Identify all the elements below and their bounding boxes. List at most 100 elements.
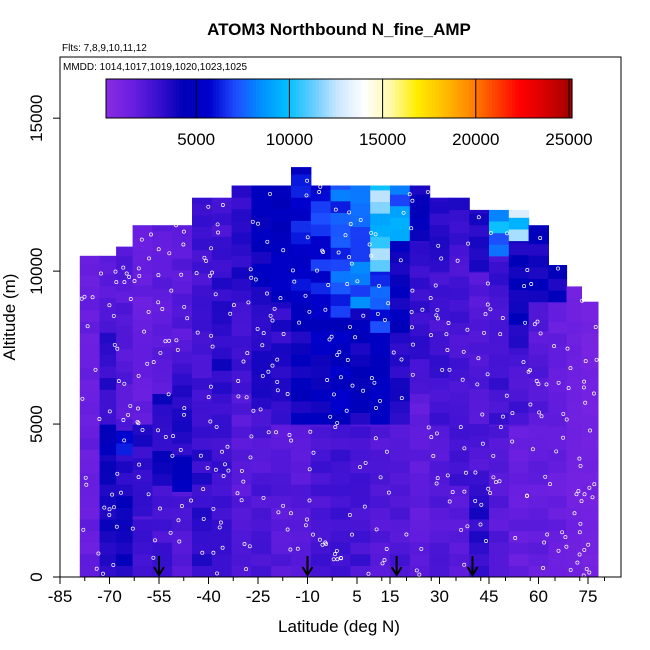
sample-point xyxy=(435,316,440,321)
heatmap-cell xyxy=(508,209,530,218)
sample-point xyxy=(399,357,404,362)
sample-point xyxy=(505,231,510,236)
heatmap-cell xyxy=(330,185,351,190)
heatmap-cell xyxy=(231,197,252,210)
sample-point xyxy=(297,320,302,325)
sample-point xyxy=(446,321,451,325)
sample-point xyxy=(576,489,581,494)
heatmap-cell xyxy=(548,379,568,392)
sample-point xyxy=(181,229,186,234)
heatmap-cell xyxy=(350,518,371,532)
heatmap-cell xyxy=(132,365,153,379)
heatmap-cell xyxy=(409,254,431,267)
heatmap-cell xyxy=(251,315,272,328)
sample-point xyxy=(455,258,460,263)
heatmap-cell xyxy=(581,449,599,462)
heatmap-cell xyxy=(528,377,549,390)
heatmap-cell xyxy=(172,431,193,444)
sample-point xyxy=(378,475,383,480)
heatmap-cell xyxy=(429,530,450,543)
heatmap-cell xyxy=(211,530,233,543)
heatmap-cell xyxy=(251,251,272,264)
heatmap-cell xyxy=(449,553,470,566)
heatmap-cell xyxy=(231,220,252,233)
y-tick-label: 10000 xyxy=(27,247,46,294)
heatmap-cell xyxy=(449,255,470,265)
heatmap-cell xyxy=(469,518,490,532)
heatmap-cell xyxy=(79,437,101,450)
heatmap-cell xyxy=(350,437,371,450)
heatmap-cell xyxy=(330,377,351,390)
heatmap-cell xyxy=(79,484,101,497)
heatmap-cell xyxy=(291,495,312,508)
heatmap-cell xyxy=(251,239,272,253)
heatmap-cell xyxy=(330,342,351,355)
heatmap-cell xyxy=(489,542,510,555)
heatmap-cell xyxy=(192,354,213,367)
heatmap-cell xyxy=(469,318,490,331)
heatmap-cell xyxy=(409,425,431,439)
heatmap-cell xyxy=(251,425,272,439)
heatmap-cell xyxy=(370,213,391,226)
heatmap-cell xyxy=(370,271,391,275)
heatmap-cell xyxy=(271,278,292,291)
sample-point xyxy=(167,251,172,256)
heatmap-cell xyxy=(116,302,134,315)
sample-point xyxy=(548,482,552,487)
heatmap-cell xyxy=(409,484,431,497)
heatmap-cell xyxy=(192,495,213,508)
sample-point xyxy=(587,485,592,490)
heatmap-cell xyxy=(449,485,470,497)
sample-point xyxy=(497,479,502,484)
sample-point xyxy=(320,248,325,253)
heatmap-cell xyxy=(271,412,292,425)
heatmap-cell xyxy=(469,224,490,237)
heatmap-cell xyxy=(370,472,391,485)
sample-point xyxy=(126,412,131,417)
x-tick-label: 45 xyxy=(480,587,499,606)
heatmap-cell xyxy=(469,472,490,485)
heatmap-cell xyxy=(370,389,391,402)
heatmap-cell xyxy=(291,173,312,186)
sample-point xyxy=(345,358,350,362)
heatmap-cell xyxy=(192,342,213,355)
heatmap-cell xyxy=(390,542,411,555)
heatmap-cell xyxy=(211,277,233,290)
sample-point xyxy=(434,313,439,318)
sample-point xyxy=(248,455,253,460)
heatmap-cell xyxy=(99,431,117,444)
heatmap-cell xyxy=(429,365,450,379)
heatmap-cell xyxy=(172,565,193,577)
sample-point xyxy=(272,306,277,311)
sample-point xyxy=(409,325,414,330)
heatmap-cell xyxy=(370,259,391,272)
sample-point xyxy=(513,536,518,540)
heatmap-cell xyxy=(350,342,371,355)
sample-point xyxy=(170,453,175,458)
sample-point xyxy=(578,521,583,526)
heatmap-cell xyxy=(469,284,490,297)
sample-point xyxy=(484,539,488,543)
heatmap-cell xyxy=(350,495,371,508)
heatmap-cell xyxy=(271,266,292,279)
heatmap-cell xyxy=(409,565,431,577)
sample-point xyxy=(270,318,275,323)
sample-point xyxy=(367,242,372,247)
heatmap-cell xyxy=(548,484,568,497)
sample-point xyxy=(194,271,199,276)
sample-point xyxy=(554,449,559,454)
heatmap-cell xyxy=(99,460,117,473)
heatmap-cell xyxy=(231,393,252,404)
heatmap-cell xyxy=(99,255,117,264)
heatmap-cell xyxy=(251,530,272,543)
heatmap-cell xyxy=(310,530,332,543)
heatmap-cell xyxy=(116,430,134,432)
sample-point xyxy=(374,405,378,410)
sample-point xyxy=(210,270,214,275)
heatmap-cell xyxy=(271,565,292,577)
plot-frame xyxy=(59,56,622,578)
heatmap-cell xyxy=(350,377,371,390)
heatmap-cell xyxy=(489,425,510,439)
heatmap-cell xyxy=(469,495,490,508)
sample-point xyxy=(348,222,353,226)
